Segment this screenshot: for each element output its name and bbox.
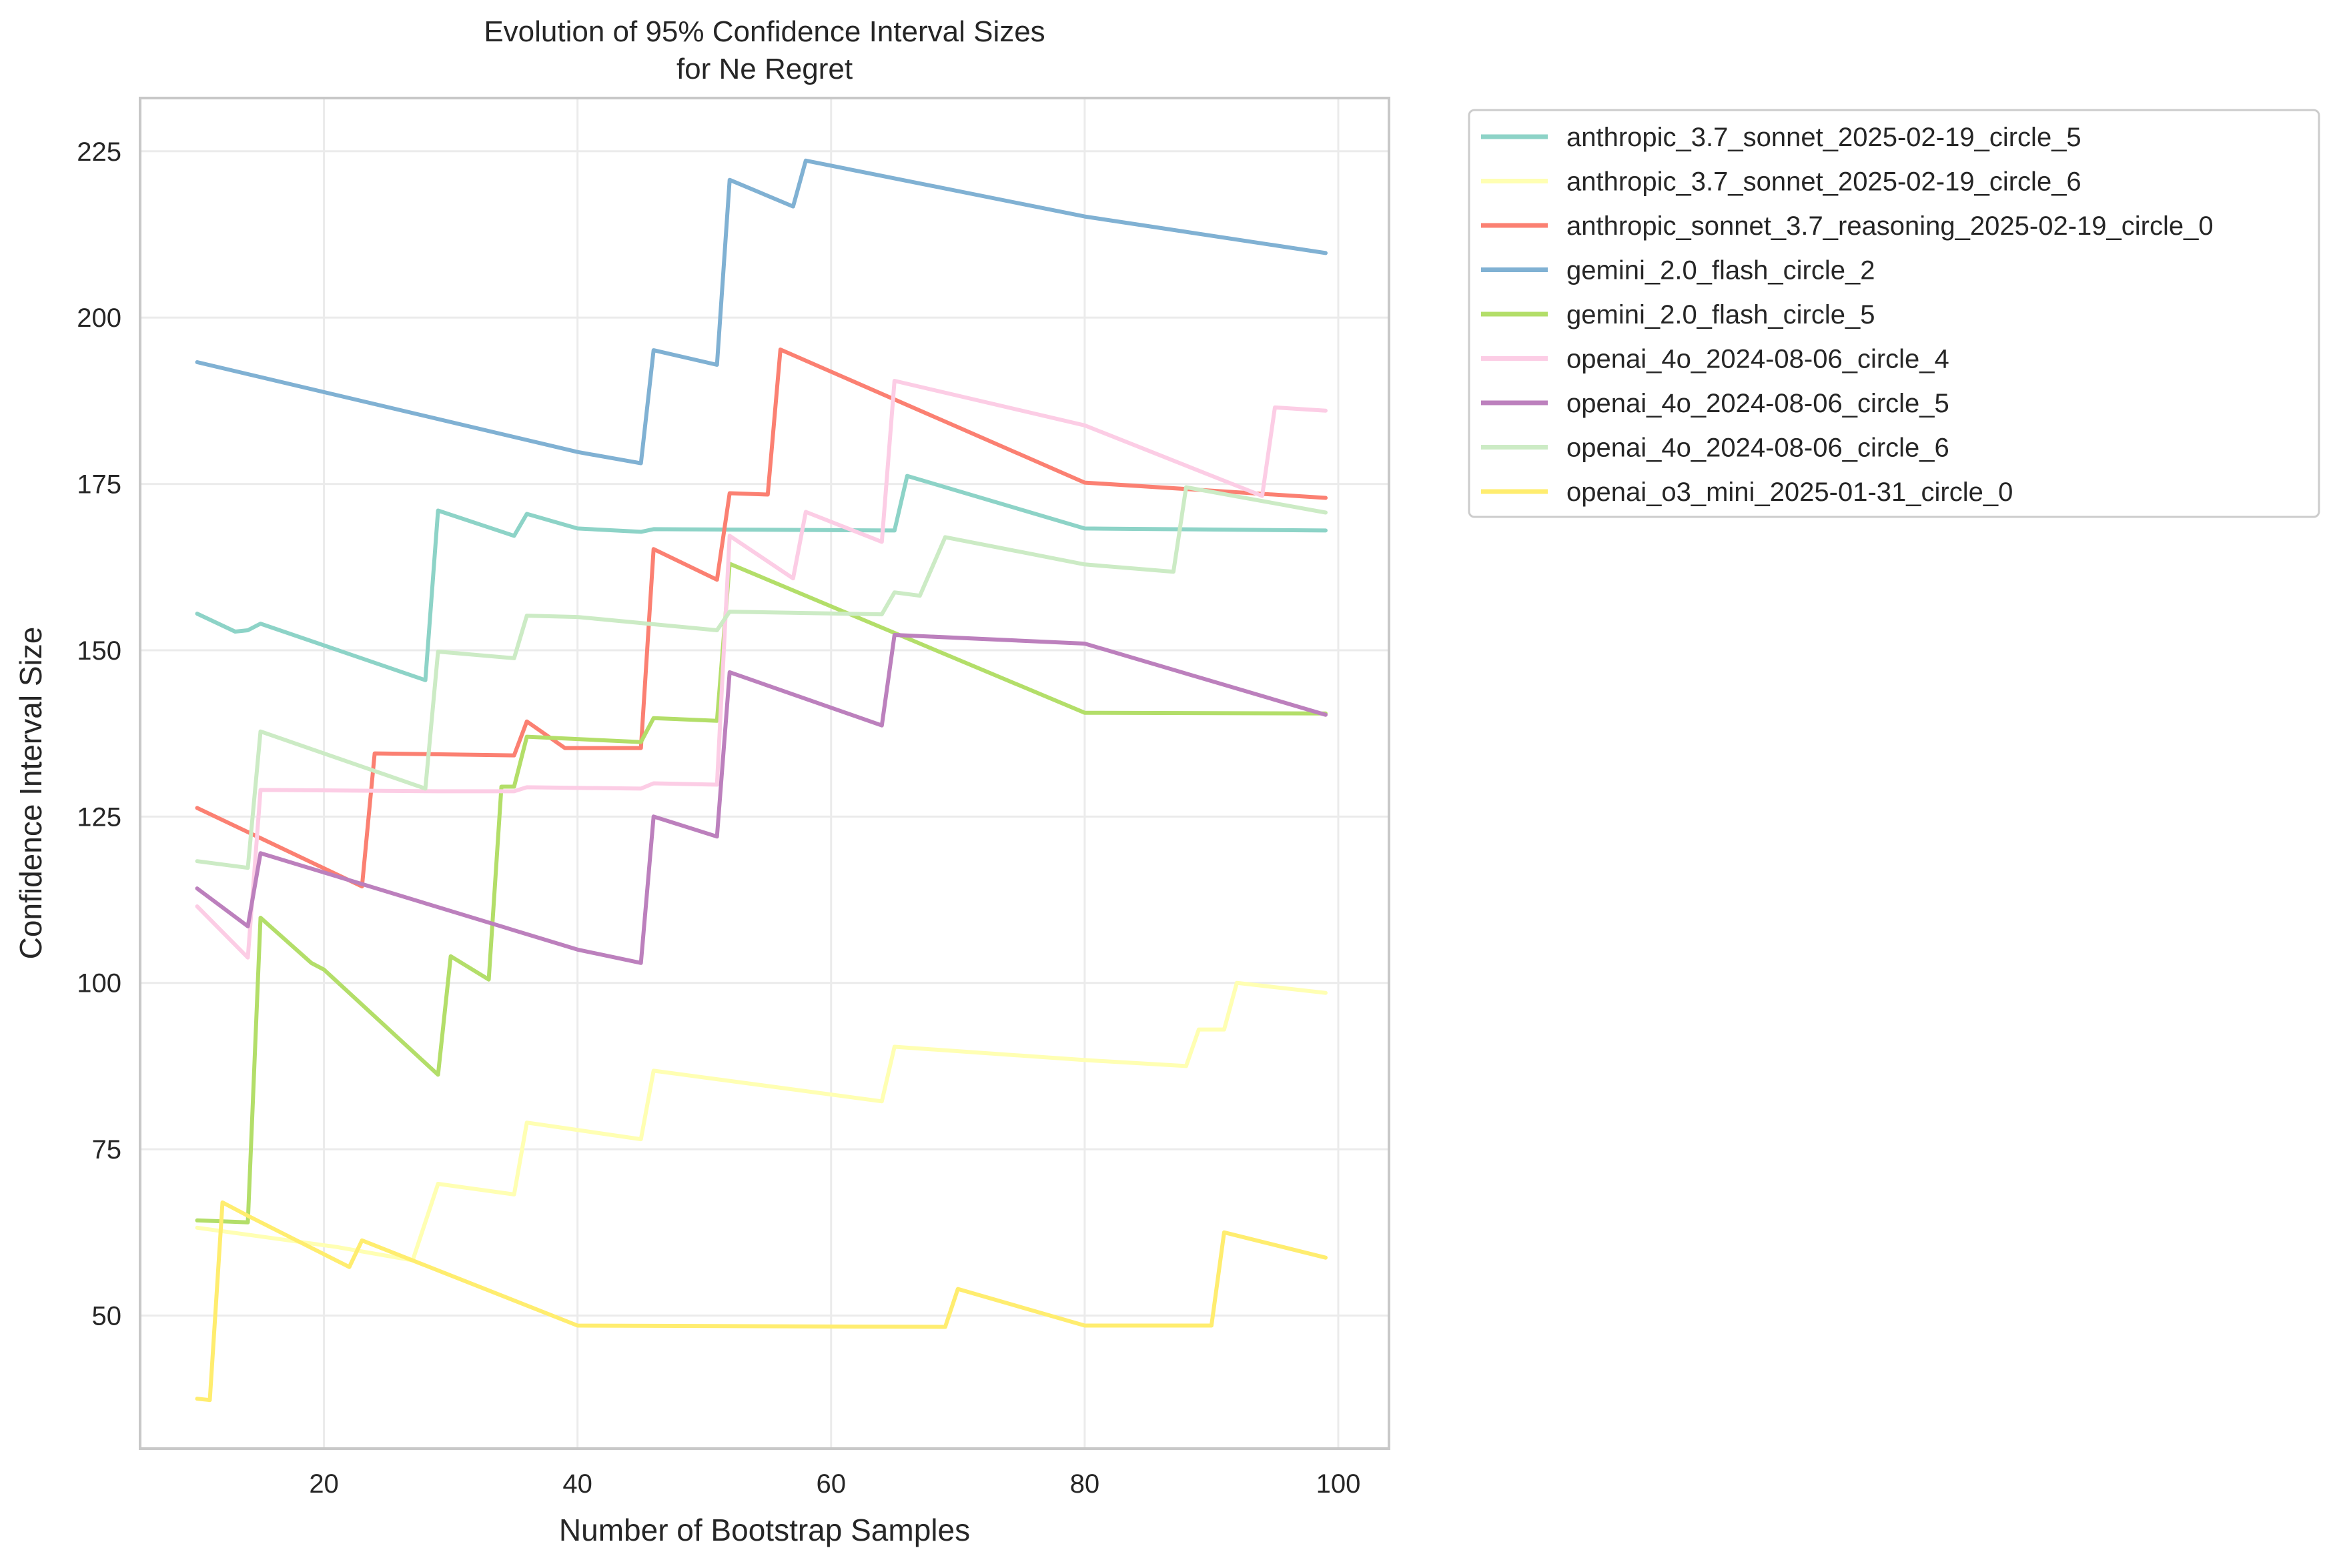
plot-frame (139, 97, 1390, 1450)
y-tick-label: 75 (92, 1135, 122, 1164)
series-line-3 (195, 347, 1328, 889)
tick-labels: 20 40 60 80 100 50 75 100 125 150 175 200 225 (77, 137, 1360, 1499)
legend-label: anthropic_3.7_sonnet_2025-02-19_circle_6 (1566, 167, 2081, 197)
chart-title: Evolution of 95% Confidence Interval Siz… (484, 15, 1045, 48)
y-tick-label: 125 (77, 802, 121, 832)
x-tick-label: 100 (1316, 1469, 1361, 1499)
series-line-1 (195, 474, 1328, 682)
y-tick-label: 150 (77, 636, 121, 666)
y-tick-label: 200 (77, 303, 121, 333)
chart-subtitle: for Ne Regret (676, 53, 853, 85)
y-tick-label: 225 (77, 137, 121, 167)
series-line-6 (195, 379, 1328, 960)
legend-label: openai_4o_2024-08-06_circle_5 (1566, 389, 1949, 418)
y-tick-label: 175 (77, 470, 121, 500)
y-axis-label: Confidence Interval Size (13, 627, 48, 960)
legend: anthropic_3.7_sonnet_2025-02-19_circle_5… (1468, 109, 2320, 518)
legend-label: openai_4o_2024-08-06_circle_4 (1566, 345, 1949, 374)
legend-label: gemini_2.0_flash_circle_5 (1566, 300, 1875, 329)
series-line-9 (195, 1200, 1328, 1403)
series-line-2 (195, 980, 1328, 1263)
y-tick-label: 50 (92, 1301, 122, 1331)
series-line-7 (195, 633, 1328, 965)
x-tick-label: 60 (817, 1469, 847, 1499)
legend-label: openai_4o_2024-08-06_circle_6 (1566, 434, 1949, 463)
x-axis-label: Number of Bootstrap Samples (559, 1513, 970, 1547)
legend-label: gemini_2.0_flash_circle_2 (1566, 256, 1875, 285)
grid-lines (140, 98, 1389, 1449)
legend-label: anthropic_3.7_sonnet_2025-02-19_circle_5 (1566, 123, 2081, 152)
series-line-8 (195, 485, 1328, 870)
x-tick-label: 20 (309, 1469, 339, 1499)
series-line-5 (195, 562, 1328, 1225)
legend-label: openai_o3_mini_2025-01-31_circle_0 (1566, 478, 2013, 507)
series-lines (195, 158, 1328, 1403)
legend-label: anthropic_sonnet_3.7_reasoning_2025-02-1… (1566, 211, 2214, 241)
y-tick-label: 100 (77, 969, 121, 998)
legend-box (1468, 109, 2320, 518)
series-line-4 (195, 158, 1328, 466)
x-tick-label: 80 (1070, 1469, 1100, 1499)
x-tick-label: 40 (562, 1469, 592, 1499)
